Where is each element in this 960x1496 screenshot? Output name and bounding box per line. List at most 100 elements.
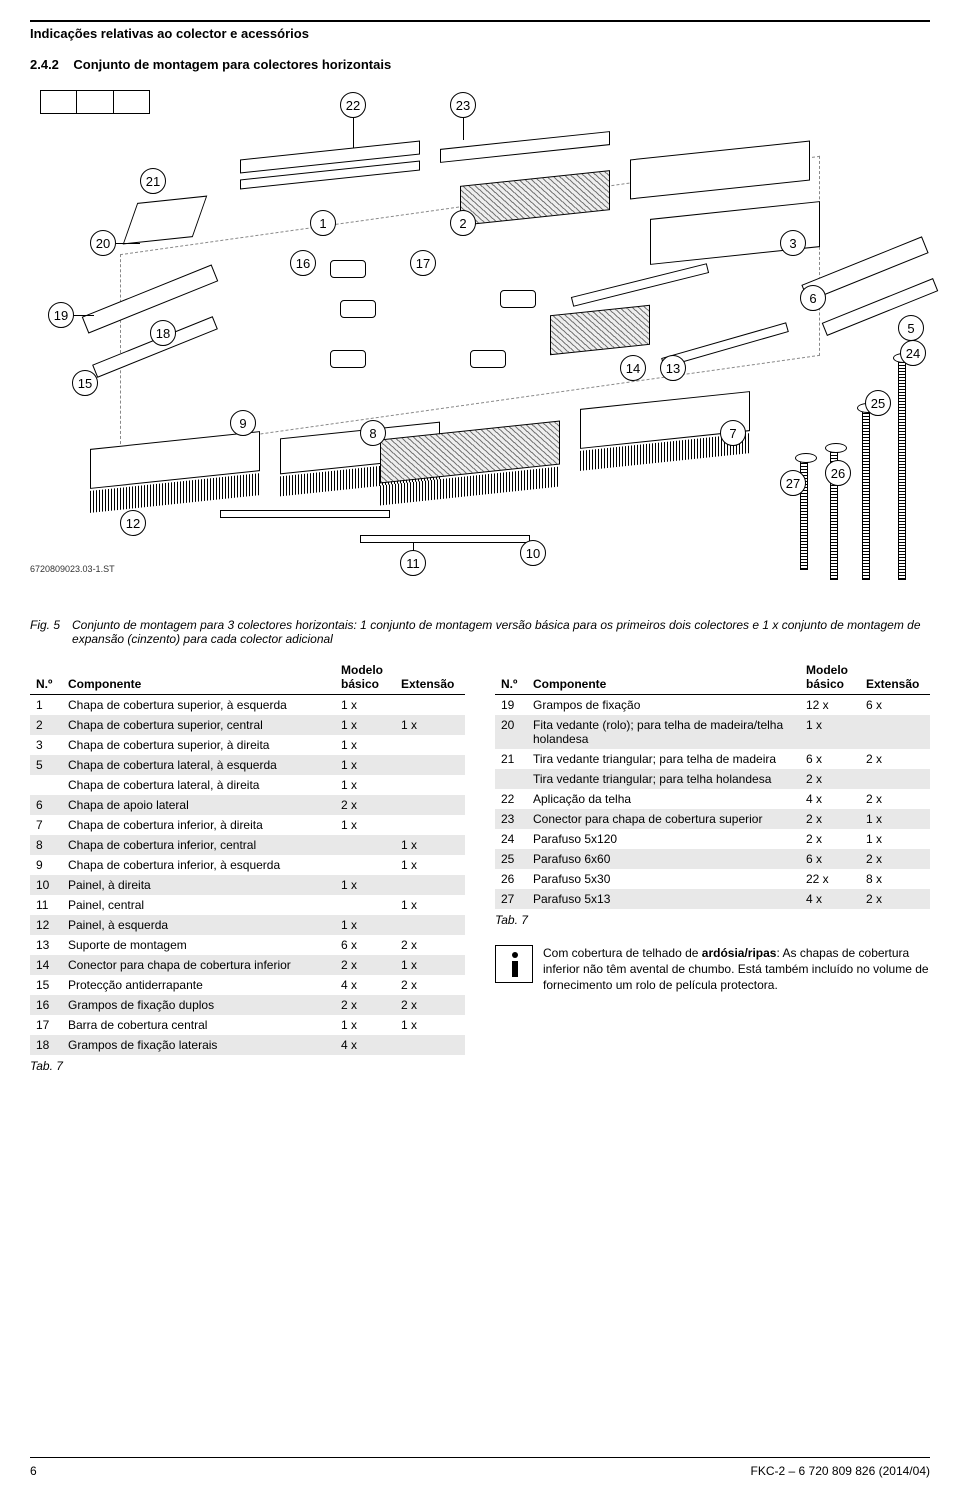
table-cell: Tira vedante triangular; para telha de m… [527, 749, 800, 769]
table-row: 24Parafuso 5x1202 x1 x [495, 829, 930, 849]
table-cell: Tira vedante triangular; para telha hola… [527, 769, 800, 789]
table-cell: 3 [30, 735, 62, 755]
table-cell: 23 [495, 809, 527, 829]
table-row: 21Tira vedante triangular; para telha de… [495, 749, 930, 769]
table-cell [495, 769, 527, 789]
table-cell: 1 x [860, 809, 930, 829]
table-cell: 4 x [800, 789, 860, 809]
table-cell: 25 [495, 849, 527, 869]
table-cell: 9 [30, 855, 62, 875]
table-cell: 1 x [395, 955, 465, 975]
table-row: 25Parafuso 6x606 x2 x [495, 849, 930, 869]
table-cell: 1 [30, 695, 62, 716]
table-cell: 2 x [395, 995, 465, 1015]
table-cell [395, 795, 465, 815]
table-cell: 1 x [335, 875, 395, 895]
table-cell: Barra de cobertura central [62, 1015, 335, 1035]
table-cell: Chapa de cobertura superior, central [62, 715, 335, 735]
callout-27: 27 [780, 470, 806, 496]
table-cell: 1 x [335, 695, 395, 716]
table-row: 6Chapa de apoio lateral2 x [30, 795, 465, 815]
th-comp: Componente [527, 660, 800, 695]
table-cell: 1 x [395, 1015, 465, 1035]
table-cell [395, 875, 465, 895]
table-cell [395, 775, 465, 795]
part-strip [440, 131, 610, 163]
callout-3: 3 [780, 230, 806, 256]
table-cell: Chapa de cobertura superior, à esquerda [62, 695, 335, 716]
table-cell: 2 x [335, 795, 395, 815]
leader [463, 118, 464, 140]
table-cell [335, 835, 395, 855]
table-cell: 15 [30, 975, 62, 995]
table-row: 20Fita vedante (rolo); para telha de mad… [495, 715, 930, 749]
table-cell: 24 [495, 829, 527, 849]
table-cell: 21 [495, 749, 527, 769]
table-cell [395, 735, 465, 755]
table-cell: 1 x [335, 715, 395, 735]
table-row: 10Painel, à direita1 x [30, 875, 465, 895]
table-cell: Suporte de montagem [62, 935, 335, 955]
table-cell: 2 x [860, 749, 930, 769]
th-ext: Extensão [860, 660, 930, 695]
info-text: Com cobertura de telhado de ardósia/ripa… [543, 945, 930, 994]
callout-25: 25 [865, 390, 891, 416]
th-num: N.º [30, 660, 62, 695]
table-cell: 1 x [335, 915, 395, 935]
table-cell: Chapa de cobertura inferior, central [62, 835, 335, 855]
table-cell: Parafuso 5x30 [527, 869, 800, 889]
info-note: Com cobertura de telhado de ardósia/ripa… [495, 945, 930, 994]
table-cell: Conector para chapa de cobertura superio… [527, 809, 800, 829]
table-cell: Protecção antiderrapante [62, 975, 335, 995]
table-row: 17Barra de cobertura central1 x1 x [30, 1015, 465, 1035]
part-clip [330, 350, 366, 368]
table-cell: Chapa de cobertura inferior, à esquerda [62, 855, 335, 875]
table-cell: 2 x [800, 829, 860, 849]
table-cell: 2 x [800, 809, 860, 829]
table-cell: 1 x [335, 775, 395, 795]
doc-code: FKC-2 – 6 720 809 826 (2014/04) [751, 1464, 930, 1478]
components-table-right: N.º Componente Modelo básico Extensão 19… [495, 660, 930, 909]
section-heading: Conjunto de montagem para colectores hor… [73, 57, 391, 72]
callout-19: 19 [48, 302, 74, 328]
table-cell [335, 895, 395, 915]
header-rule [30, 20, 930, 22]
callout-17: 17 [410, 250, 436, 276]
table-cell: Chapa de cobertura lateral, à direita [62, 775, 335, 795]
table-cell: 2 x [860, 849, 930, 869]
part-clip [470, 350, 506, 368]
callout-11: 11 [400, 550, 426, 576]
leader [116, 243, 140, 244]
callout-18: 18 [150, 320, 176, 346]
screw-icon [898, 360, 906, 580]
section-number: 2.4.2 [30, 57, 59, 72]
callout-21: 21 [140, 168, 166, 194]
table-cell: 12 [30, 915, 62, 935]
screw-icon [862, 410, 870, 580]
callout-20: 20 [90, 230, 116, 256]
table-cell: 4 x [335, 975, 395, 995]
figure-text: Conjunto de montagem para 3 colectores h… [72, 618, 930, 646]
table-cell: 22 [495, 789, 527, 809]
table-label-left: Tab. 7 [30, 1059, 465, 1073]
table-cell: Grampos de fixação laterais [62, 1035, 335, 1055]
table-row: 1Chapa de cobertura superior, à esquerda… [30, 695, 465, 716]
callout-24: 24 [900, 340, 926, 366]
left-column: N.º Componente Modelo básico Extensão 1C… [30, 660, 465, 1073]
callout-7: 7 [720, 420, 746, 446]
table-cell: Aplicação da telha [527, 789, 800, 809]
table-cell: Painel, à direita [62, 875, 335, 895]
table-cell: 12 x [800, 695, 860, 716]
table-row: 8Chapa de cobertura inferior, central1 x [30, 835, 465, 855]
info-bold: ardósia/ripas [702, 946, 777, 960]
callout-13: 13 [660, 355, 686, 381]
figure-caption: Fig. 5 Conjunto de montagem para 3 colec… [30, 618, 930, 646]
table-cell: 5 [30, 755, 62, 775]
callout-22: 22 [340, 92, 366, 118]
table-cell [335, 855, 395, 875]
table-cell: Conector para chapa de cobertura inferio… [62, 955, 335, 975]
callout-16: 16 [290, 250, 316, 276]
th-basic: Modelo básico [335, 660, 395, 695]
table-cell [395, 1035, 465, 1055]
callout-2: 2 [450, 210, 476, 236]
